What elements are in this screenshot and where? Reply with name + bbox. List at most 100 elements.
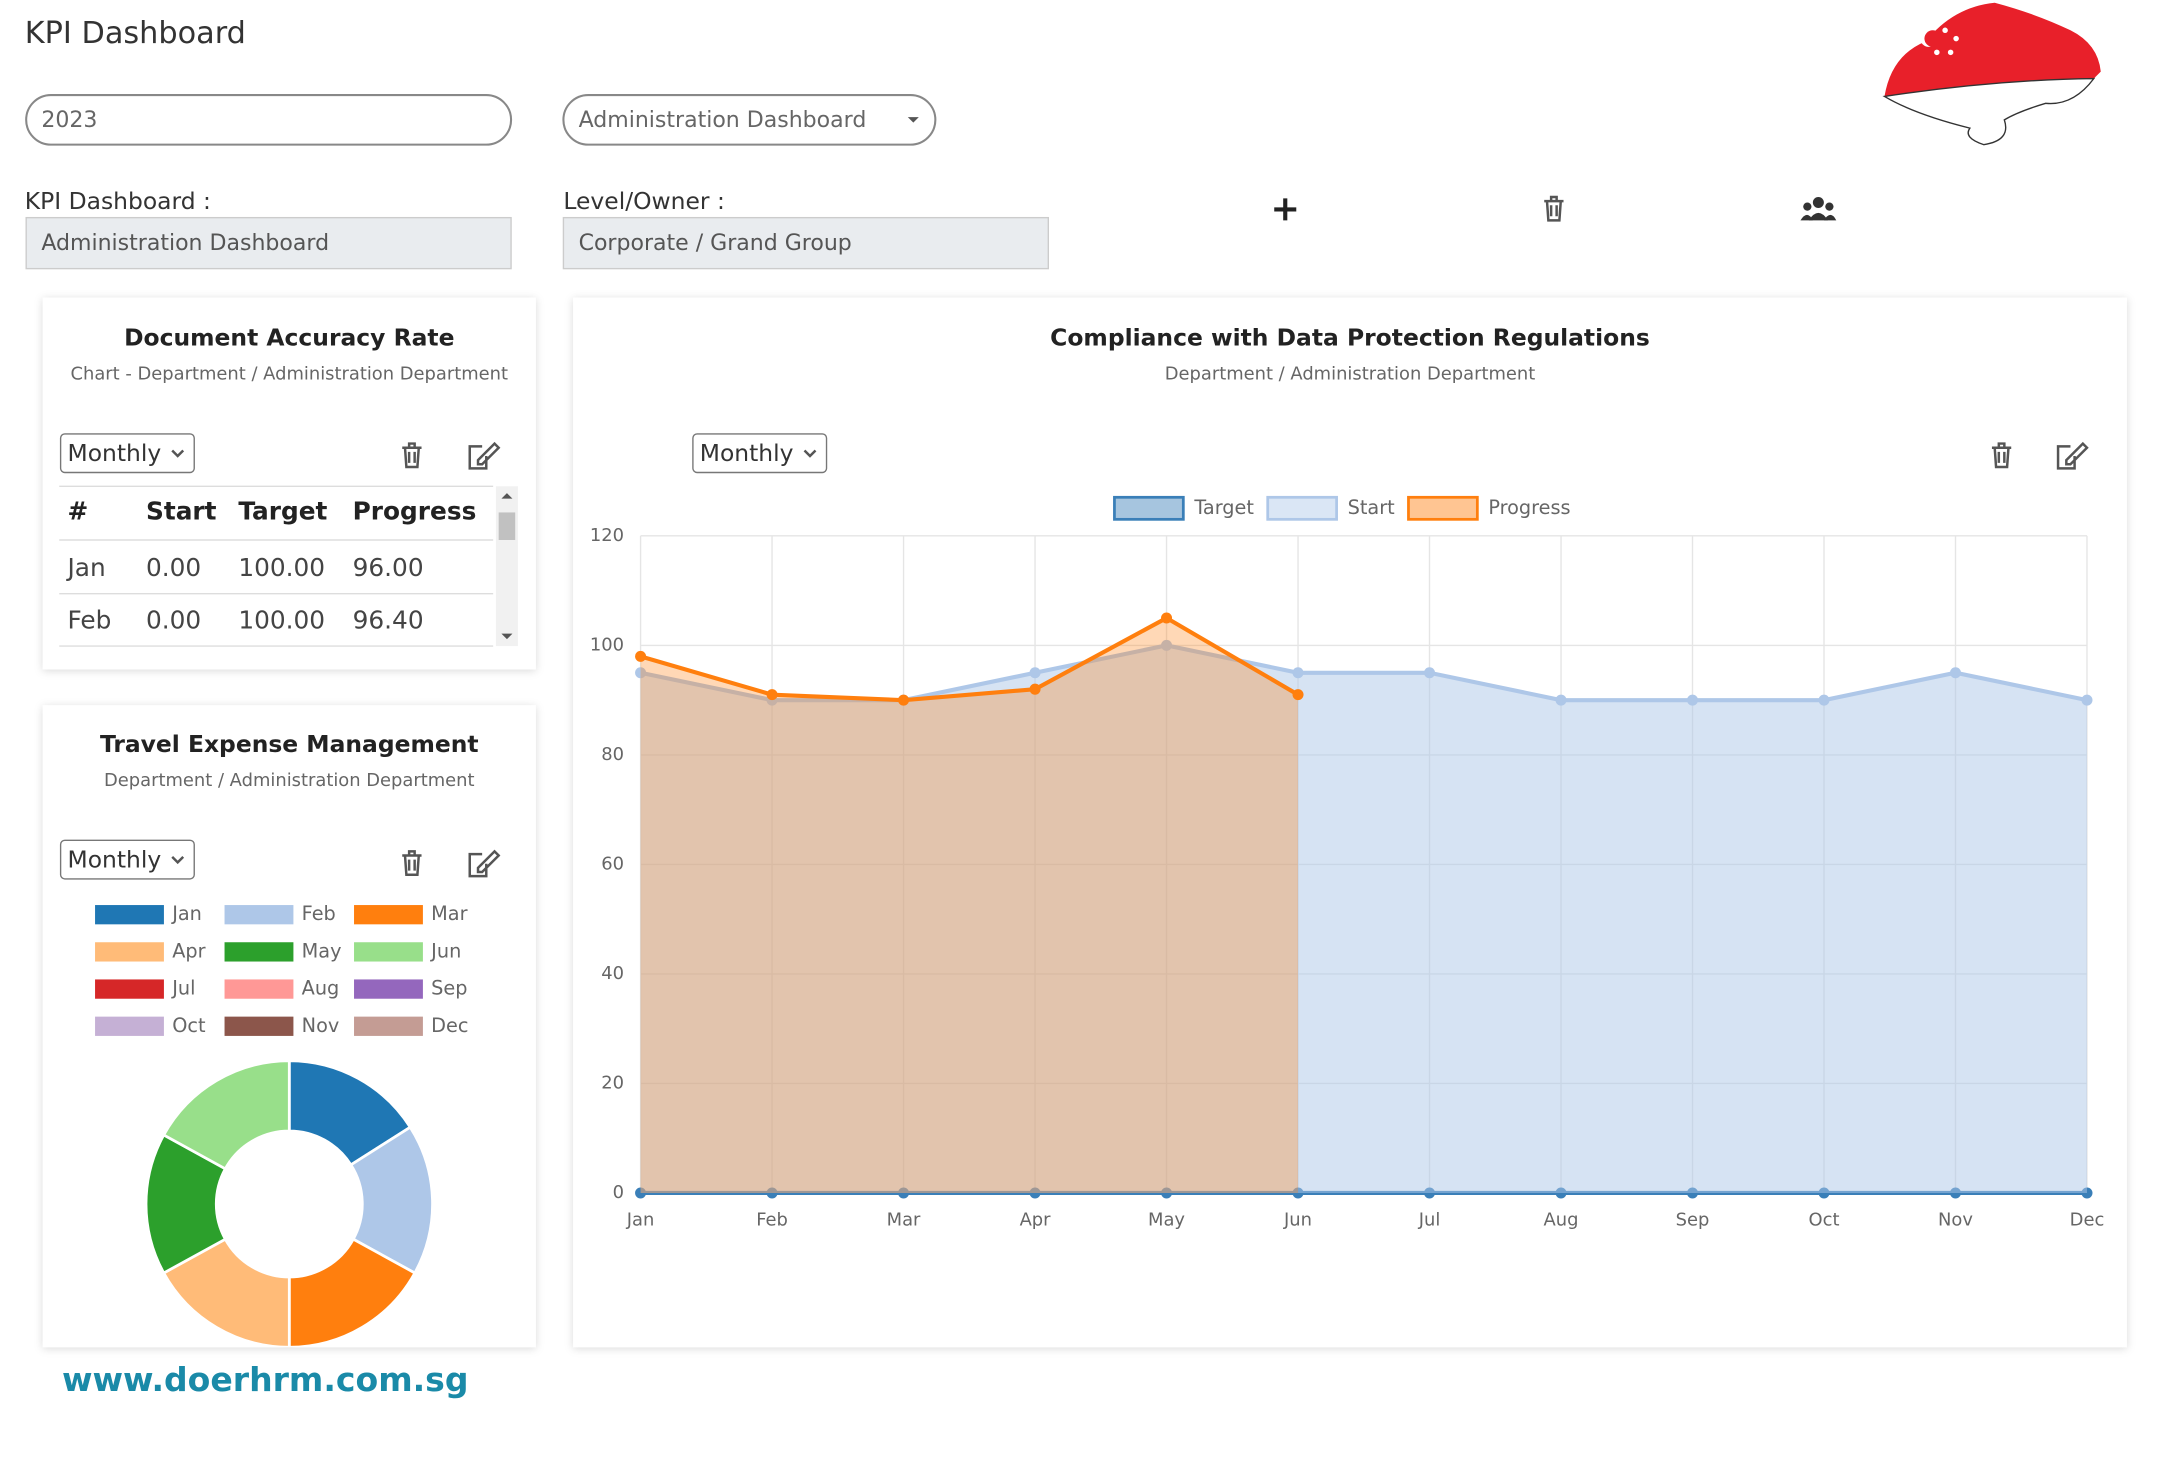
x-tick-label: May (1148, 1210, 1185, 1231)
donut-card: Travel Expense Management Department / Ad… (59, 730, 501, 1348)
x-tick-label: Mar (887, 1210, 921, 1231)
edit-button[interactable] (468, 849, 501, 878)
data-point (1029, 683, 1041, 695)
data-point (1949, 667, 1962, 679)
legend-label: Aug (302, 977, 340, 1000)
legend-label: Jul (171, 977, 195, 1000)
period-select[interactable] (59, 433, 195, 474)
caret (907, 117, 919, 123)
legend-swatch (354, 942, 423, 962)
legend-label: Target (1193, 496, 1254, 519)
table-cell: Feb (68, 605, 112, 634)
legend-swatch (95, 1016, 164, 1036)
donut-slice (287, 1237, 417, 1348)
data-point (1161, 612, 1173, 624)
legend-swatch (224, 1016, 294, 1036)
legend-swatch (354, 1016, 423, 1036)
donut-slice (161, 1237, 291, 1348)
table-cell: Jan (66, 553, 106, 582)
legend-label: Mar (431, 902, 467, 925)
delete-button[interactable] (1544, 195, 1564, 222)
y-tick-label: 120 (590, 525, 624, 546)
period-value: Monthly (700, 439, 794, 467)
year-value: 2023 (41, 108, 97, 133)
area-fill (640, 618, 1299, 1193)
legend-label: Apr (172, 939, 205, 962)
legend-swatch (1266, 495, 1338, 521)
legend-label: Start (1348, 496, 1396, 519)
edit-button[interactable] (2056, 441, 2089, 470)
table-cell: 0.00 (146, 553, 201, 582)
card-title: Travel Expense Management (100, 730, 479, 758)
period-select[interactable] (59, 839, 195, 880)
data-point (1818, 694, 1830, 706)
column-header: Progress (353, 496, 477, 525)
field-value: Administration Dashboard (41, 231, 329, 256)
card-subtitle: Department / Administration Department (1165, 364, 1536, 385)
data-point (1292, 667, 1304, 679)
data-point (1292, 689, 1304, 701)
page-title: KPI Dashboard (25, 16, 246, 51)
add-button[interactable] (1274, 198, 1297, 221)
table-cell: 96.00 (353, 553, 424, 582)
data-point (2081, 694, 2093, 706)
line-card: Compliance with Data Protection Regulati… (590, 323, 2104, 1230)
card (42, 297, 536, 670)
legend-label: Feb (302, 902, 336, 925)
legend-swatch (95, 942, 164, 962)
donut-slices (144, 1059, 434, 1348)
delete-button[interactable] (1991, 442, 2012, 469)
x-tick-label: Jul (1418, 1210, 1441, 1231)
website: www.doerhrm.com.sg (62, 1360, 469, 1399)
column-header: Target (238, 496, 327, 525)
scroll-thumb[interactable] (498, 512, 516, 540)
readonly-field (25, 216, 512, 270)
scrollbar[interactable] (495, 486, 518, 647)
data-point (635, 667, 647, 679)
card-title: Compliance with Data Protection Regulati… (1050, 323, 1650, 351)
table-cell: 100.00 (238, 605, 325, 634)
dashboard-select[interactable] (562, 94, 937, 146)
legend-label: Nov (302, 1014, 340, 1037)
card-subtitle: Chart - Department / Administration Depa… (71, 364, 509, 385)
column-header: # (68, 496, 89, 525)
y-tick-label: 80 (601, 744, 624, 765)
legend-label: Jan (171, 902, 202, 925)
legend-swatch (224, 905, 294, 925)
readonly-field (562, 216, 1050, 270)
x-tick-label: Oct (1809, 1210, 1840, 1231)
period-value: Monthly (68, 439, 162, 467)
legend-swatch (224, 942, 294, 962)
data-point (1424, 667, 1436, 679)
y-tick-label: 0 (613, 1182, 624, 1203)
column-header: Start (146, 496, 217, 525)
data-point (898, 694, 910, 706)
x-tick-label: Nov (1938, 1210, 1973, 1231)
x-tick-label: Aug (1544, 1210, 1579, 1231)
users-button[interactable] (1800, 196, 1837, 221)
legend-swatch (354, 979, 423, 999)
edit-button[interactable] (468, 441, 501, 470)
data-point (1555, 694, 1567, 706)
x-tick-label: Jun (1283, 1210, 1312, 1231)
chevron (171, 449, 185, 458)
delete-button[interactable] (402, 442, 422, 469)
chevron (803, 449, 817, 458)
table-cell: 96.40 (353, 605, 424, 634)
y-tick-label: 20 (601, 1072, 624, 1093)
donut-slice (349, 1125, 434, 1275)
period-select[interactable] (692, 433, 828, 474)
legend-swatch (224, 979, 294, 999)
legend-label: Sep (431, 977, 467, 1000)
chevron (171, 855, 185, 865)
x-tick-label: Dec (2070, 1210, 2105, 1231)
year-input[interactable] (25, 94, 513, 146)
delete-button[interactable] (402, 850, 422, 876)
area-fill (640, 645, 2087, 1193)
field-value: Corporate / Grand Group (579, 231, 852, 256)
data-point (1029, 667, 1041, 679)
y-tick-label: 100 (590, 634, 624, 655)
legend-label: Dec (431, 1014, 468, 1037)
